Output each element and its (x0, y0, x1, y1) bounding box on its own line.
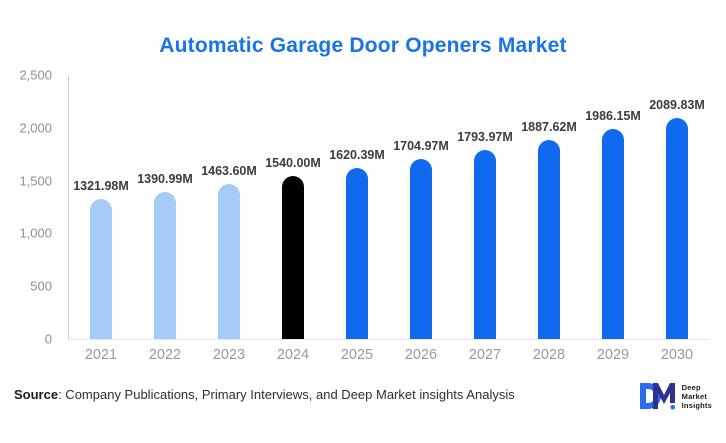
bar-2030 (666, 118, 688, 339)
x-axis-label: 2023 (212, 347, 246, 363)
bar-slot: 1390.99M 2022 (133, 75, 197, 363)
bar-slot: 2089.83M 2030 (645, 75, 709, 363)
source-text: : Company Publications, Primary Intervie… (58, 387, 515, 402)
bar-value-label: 1540.00M (265, 156, 321, 171)
logo-line-1: Deep (681, 382, 701, 392)
x-axis-label: 2030 (660, 347, 694, 363)
bar-2026 (410, 158, 432, 339)
bar-value-label: 1463.60M (201, 164, 257, 179)
bar-2024 (282, 176, 304, 339)
bar-value-label: 2089.83M (649, 98, 705, 113)
logo-line-2: Market (681, 391, 708, 401)
plot-area: 1321.98M 2021 1390.99M 2022 1463.60M 2023 1540… (68, 75, 709, 363)
bar-2029 (602, 129, 624, 339)
bar-slot: 1887.62M 2028 (517, 75, 581, 363)
bar-slot: 1704.97M 2026 (389, 75, 453, 363)
bar-slot: 1986.15M 2029 (581, 75, 645, 363)
y-axis-label: 1,000 (19, 225, 52, 241)
bar-slot: 1620.39M 2025 (325, 75, 389, 363)
x-axis-label: 2029 (596, 347, 630, 363)
bar-value-label: 1986.15M (585, 109, 641, 124)
bar-slot: 1463.60M 2023 (197, 75, 261, 363)
bar-2028 (538, 139, 560, 339)
source-prefix: Source (14, 387, 59, 402)
x-axis-label: 2028 (532, 347, 566, 363)
bar-slot: 1540.00M 2024 (261, 75, 325, 363)
bar-2025 (346, 167, 368, 339)
x-axis-label: 2024 (276, 347, 310, 363)
bar-value-label: 1793.97M (457, 129, 513, 144)
bar-slot: 1793.97M 2027 (453, 75, 517, 363)
y-axis: 0 500 1,000 1,500 2,000 2,500 (0, 0, 60, 443)
chart-title: Automatic Garage Door Openers Market (159, 34, 567, 57)
y-axis-label: 500 (30, 278, 52, 294)
bar-2022 (154, 192, 176, 339)
logo-text: Deep Market Insights (682, 383, 712, 410)
bar-2021 (90, 199, 112, 339)
x-axis-label: 2021 (84, 347, 118, 363)
dm-logo-icon (639, 383, 675, 410)
x-axis-label: 2027 (468, 347, 502, 363)
bar-2027 (474, 149, 496, 339)
y-axis-label: 0 (44, 331, 52, 347)
logo-line-3: Insights (681, 400, 712, 410)
bar-value-label: 1704.97M (393, 138, 449, 153)
x-axis-label: 2025 (340, 347, 374, 363)
y-axis-label: 2,000 (19, 120, 52, 136)
source-line: Source: Company Publications, Primary In… (14, 387, 515, 402)
bar-value-label: 1390.99M (137, 172, 193, 187)
bar-slot: 1321.98M 2021 (69, 75, 133, 363)
bar-value-label: 1887.62M (521, 119, 577, 134)
y-axis-label: 1,500 (19, 173, 52, 189)
x-axis-label: 2022 (148, 347, 182, 363)
bar-value-label: 1620.39M (329, 147, 385, 162)
y-axis-label: 2,500 (19, 67, 52, 83)
bar-value-label: 1321.98M (73, 179, 129, 194)
brand-logo: Deep Market Insights (639, 380, 712, 412)
x-axis-label: 2026 (404, 347, 438, 363)
bar-2023 (218, 184, 240, 339)
